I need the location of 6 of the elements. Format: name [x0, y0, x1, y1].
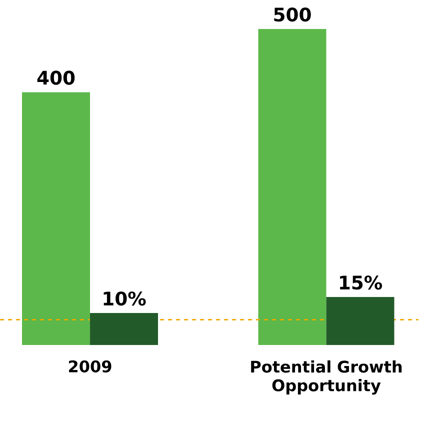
data-label: 400 [37, 70, 75, 85]
x-tick-label: 2009 [69, 360, 112, 372]
x-tick-label: Potential Growth Opportunity [251, 360, 402, 395]
data-label: 10% [104, 291, 146, 306]
data-label: 15% [340, 275, 382, 290]
data-label: 500 [274, 7, 311, 22]
